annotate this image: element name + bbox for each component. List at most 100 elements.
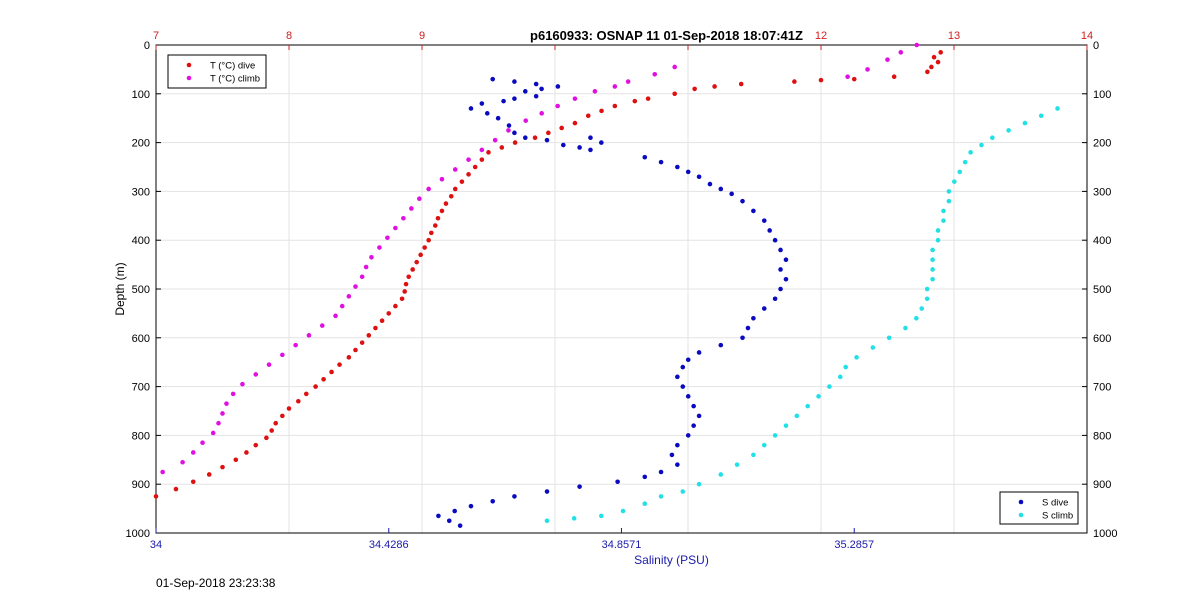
data-point xyxy=(642,474,648,480)
y-tick-label-right: 1000 xyxy=(1093,528,1117,540)
data-point xyxy=(206,472,212,477)
data-point xyxy=(533,93,539,99)
data-point xyxy=(740,198,745,204)
data-point xyxy=(240,381,245,387)
data-point xyxy=(919,306,925,311)
data-point xyxy=(783,276,789,282)
x-top-tick-label: 13 xyxy=(948,30,960,42)
data-point xyxy=(512,140,518,145)
data-point xyxy=(402,289,408,294)
data-point xyxy=(885,57,890,62)
data-point xyxy=(941,208,946,214)
y-tick-label: 1000 xyxy=(126,528,150,540)
y-tick-label-right: 100 xyxy=(1093,89,1111,101)
data-point xyxy=(466,172,471,177)
data-point xyxy=(490,76,496,82)
grid xyxy=(155,44,1088,534)
data-point xyxy=(506,128,511,133)
data-point xyxy=(865,67,870,72)
data-point xyxy=(499,145,505,150)
data-point xyxy=(588,135,593,141)
data-point xyxy=(658,159,664,165)
data-point xyxy=(645,96,651,101)
data-point xyxy=(436,513,441,519)
data-point xyxy=(377,245,382,250)
data-point xyxy=(393,225,398,231)
data-point xyxy=(924,286,930,292)
data-point xyxy=(718,342,724,348)
data-point xyxy=(692,86,697,92)
data-point xyxy=(385,235,390,241)
legend-marker xyxy=(186,62,192,68)
data-point xyxy=(818,77,824,83)
data-point xyxy=(479,147,485,153)
data-point xyxy=(220,411,225,416)
data-point xyxy=(930,276,935,282)
data-point xyxy=(337,362,342,367)
data-point xyxy=(761,442,767,448)
data-point xyxy=(680,364,686,370)
data-point xyxy=(466,157,471,162)
data-point xyxy=(914,315,919,321)
data-point xyxy=(439,208,445,214)
series-0 xyxy=(153,50,943,499)
data-point xyxy=(319,323,325,328)
data-point xyxy=(585,113,591,119)
data-point xyxy=(414,259,419,265)
data-point xyxy=(751,208,756,214)
data-point xyxy=(599,140,604,145)
legend-box xyxy=(167,54,267,89)
x-bottom-tick-label: 34.8571 xyxy=(602,539,642,551)
data-point xyxy=(938,50,943,55)
y-tick-label: 800 xyxy=(132,430,150,442)
y-tick-label: 500 xyxy=(132,284,150,296)
legend-marker xyxy=(1018,512,1024,518)
data-point xyxy=(546,130,551,136)
data-point xyxy=(767,228,772,233)
data-point xyxy=(439,176,445,182)
data-point xyxy=(854,355,859,360)
data-point xyxy=(680,384,686,389)
data-point xyxy=(783,423,789,428)
data-point xyxy=(459,179,465,184)
x-top-tick-label: 14 xyxy=(1081,30,1093,42)
data-point xyxy=(512,79,517,84)
data-point xyxy=(452,186,458,192)
data-point xyxy=(220,464,225,470)
data-point xyxy=(224,401,229,406)
data-point xyxy=(685,433,691,438)
data-point xyxy=(935,59,941,65)
data-point xyxy=(561,142,566,148)
y-tick-label: 200 xyxy=(132,138,150,150)
x-bottom-tick-label: 35.2857 xyxy=(834,539,874,551)
data-point xyxy=(930,267,935,272)
data-point xyxy=(173,486,179,492)
data-point xyxy=(778,247,783,253)
data-point xyxy=(691,403,696,409)
data-point xyxy=(979,142,984,148)
data-point xyxy=(522,89,528,94)
data-point xyxy=(200,440,205,446)
legend-entry-label: S dive xyxy=(1042,498,1068,509)
axis-ticks: 0 0 100 100 200 200 300 300 400 400 500 500 600 600 70… xyxy=(126,30,1118,551)
data-point xyxy=(366,333,372,338)
data-point xyxy=(426,186,431,192)
data-point xyxy=(426,237,431,243)
data-point xyxy=(599,513,604,519)
x-top-tick-label: 9 xyxy=(419,30,425,42)
data-point xyxy=(399,296,405,302)
data-point xyxy=(253,372,259,377)
data-point xyxy=(625,79,631,84)
data-point xyxy=(457,523,463,528)
series-layer xyxy=(153,42,1060,528)
data-point xyxy=(190,479,196,485)
data-point xyxy=(712,84,717,89)
data-point xyxy=(729,191,734,197)
y-tick-label: 300 xyxy=(132,186,150,198)
data-point xyxy=(339,303,345,309)
data-point xyxy=(577,484,582,489)
data-point xyxy=(685,394,691,399)
data-point xyxy=(443,201,449,206)
data-point xyxy=(468,503,474,509)
data-point xyxy=(707,181,713,187)
